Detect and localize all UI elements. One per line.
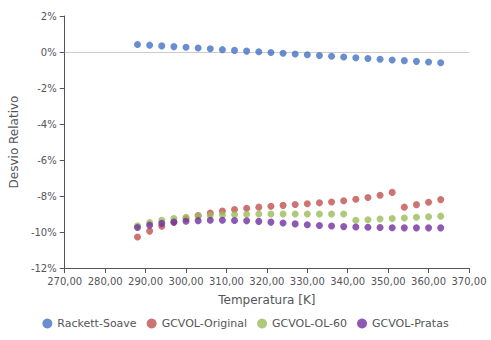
svg-text:-12%: -12% xyxy=(31,263,57,274)
svg-text:270,00: 270,00 xyxy=(47,276,82,287)
svg-text:Temperatura [K]: Temperatura [K] xyxy=(217,293,315,307)
svg-text:300,00: 300,00 xyxy=(169,276,204,287)
svg-text:330,00: 330,00 xyxy=(290,276,325,287)
svg-text:360,00: 360,00 xyxy=(411,276,446,287)
svg-text:-4%: -4% xyxy=(37,119,56,130)
svg-text:310,00: 310,00 xyxy=(209,276,244,287)
svg-text:Rackett-Soave: Rackett-Soave xyxy=(57,317,136,330)
svg-text:GCVOL-Pratas: GCVOL-Pratas xyxy=(372,317,449,330)
svg-text:-8%: -8% xyxy=(37,191,56,202)
svg-text:350,00: 350,00 xyxy=(371,276,406,287)
svg-text:GCVOL-OL-60: GCVOL-OL-60 xyxy=(272,317,347,330)
svg-text:-10%: -10% xyxy=(31,227,57,238)
svg-text:0%: 0% xyxy=(41,47,57,58)
svg-text:280,00: 280,00 xyxy=(88,276,123,287)
svg-text:GCVOL-Original: GCVOL-Original xyxy=(162,317,247,330)
svg-text:370,00: 370,00 xyxy=(452,276,487,287)
svg-text:-6%: -6% xyxy=(37,155,56,166)
svg-text:-2%: -2% xyxy=(37,83,56,94)
svg-text:Desvio Relativo: Desvio Relativo xyxy=(7,96,21,189)
svg-text:2%: 2% xyxy=(41,11,57,22)
svg-text:320,00: 320,00 xyxy=(249,276,284,287)
svg-text:290,00: 290,00 xyxy=(128,276,163,287)
svg-text:340,00: 340,00 xyxy=(330,276,365,287)
